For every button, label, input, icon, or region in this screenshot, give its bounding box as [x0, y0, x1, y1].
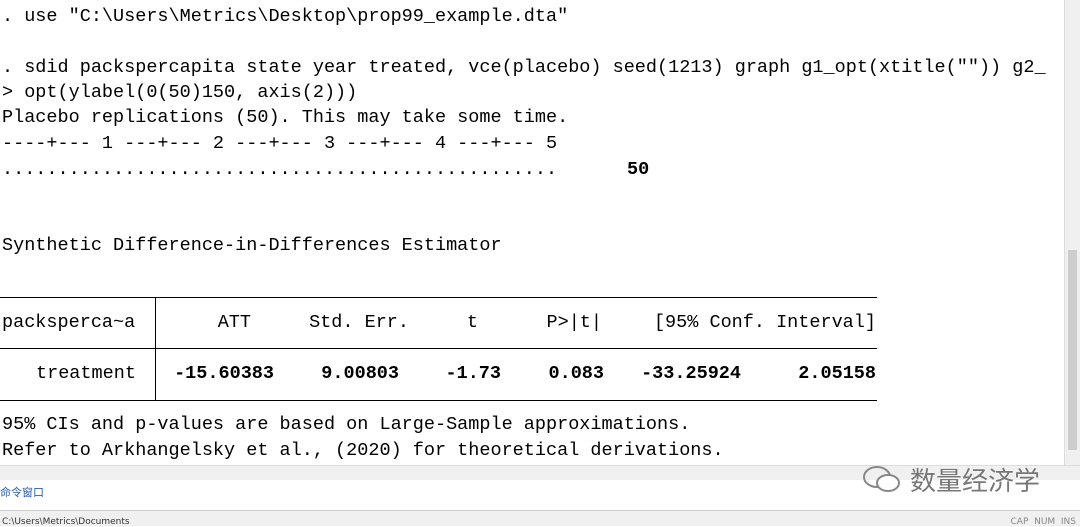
table-cell: -1.73 [445, 363, 501, 384]
table-header: [95% Conf. Interval] [653, 312, 876, 333]
note: 95% CIs and p-values are based on Large-… [2, 414, 691, 435]
progress-count: 50 [627, 159, 650, 180]
table-cell: 0.083 [548, 363, 604, 384]
watermark-text: 数量经济学 [910, 466, 1041, 497]
table-rule [0, 400, 877, 401]
table-header: t [466, 312, 478, 333]
tab-bar: 命令窗口 [0, 480, 1080, 511]
table-cell: 2.05158 [798, 363, 876, 384]
horizontal-scrollbar[interactable] [0, 465, 1080, 480]
console-line: ----+--- 1 ---+--- 2 ---+--- 3 ---+--- 4… [2, 133, 558, 154]
console-line: . use "C:\Users\Metrics\Desktop\prop99_e… [2, 6, 569, 27]
table-header: ATT [217, 312, 251, 333]
scroll-thumb[interactable] [1068, 250, 1077, 450]
estimator-title: Synthetic Difference-in-Differences Esti… [2, 235, 502, 256]
table-cell: -33.25924 [641, 363, 741, 384]
console: . use "C:\Users\Metrics\Desktop\prop99_e… [0, 6, 1046, 461]
table-cell: -15.60383 [174, 363, 274, 384]
console-line: ........................................… [2, 159, 558, 180]
table-header: P>|t| [546, 312, 602, 333]
table-header: Std. Err. [309, 312, 409, 333]
table-cell: treatment [36, 363, 136, 384]
console-line: > opt(ylabel(0(50)150, axis(2))) [2, 82, 358, 103]
table-header: packsperca~a [2, 312, 136, 333]
table-divider [155, 297, 156, 400]
console-line: Placebo replications (50). This may take… [2, 107, 569, 128]
note: Refer to Arkhangelsky et al., (2020) for… [2, 440, 724, 461]
wechat-icon [863, 466, 900, 492]
key-status: CAP NUM INS [1010, 517, 1077, 527]
status-bar: C:\Users\Metrics\Documents CAP NUM INS [0, 511, 1080, 527]
current-path: C:\Users\Metrics\Documents [2, 517, 130, 527]
console-line: . sdid packspercapita state year treated… [2, 57, 1046, 78]
vertical-scrollbar[interactable] [1064, 0, 1080, 465]
table-rule [0, 348, 877, 349]
command-tab[interactable]: 命令窗口 [0, 486, 44, 499]
table-cell: 9.00803 [321, 363, 399, 384]
watermark: 数量经济学 [862, 462, 1041, 497]
table-rule [0, 297, 877, 298]
